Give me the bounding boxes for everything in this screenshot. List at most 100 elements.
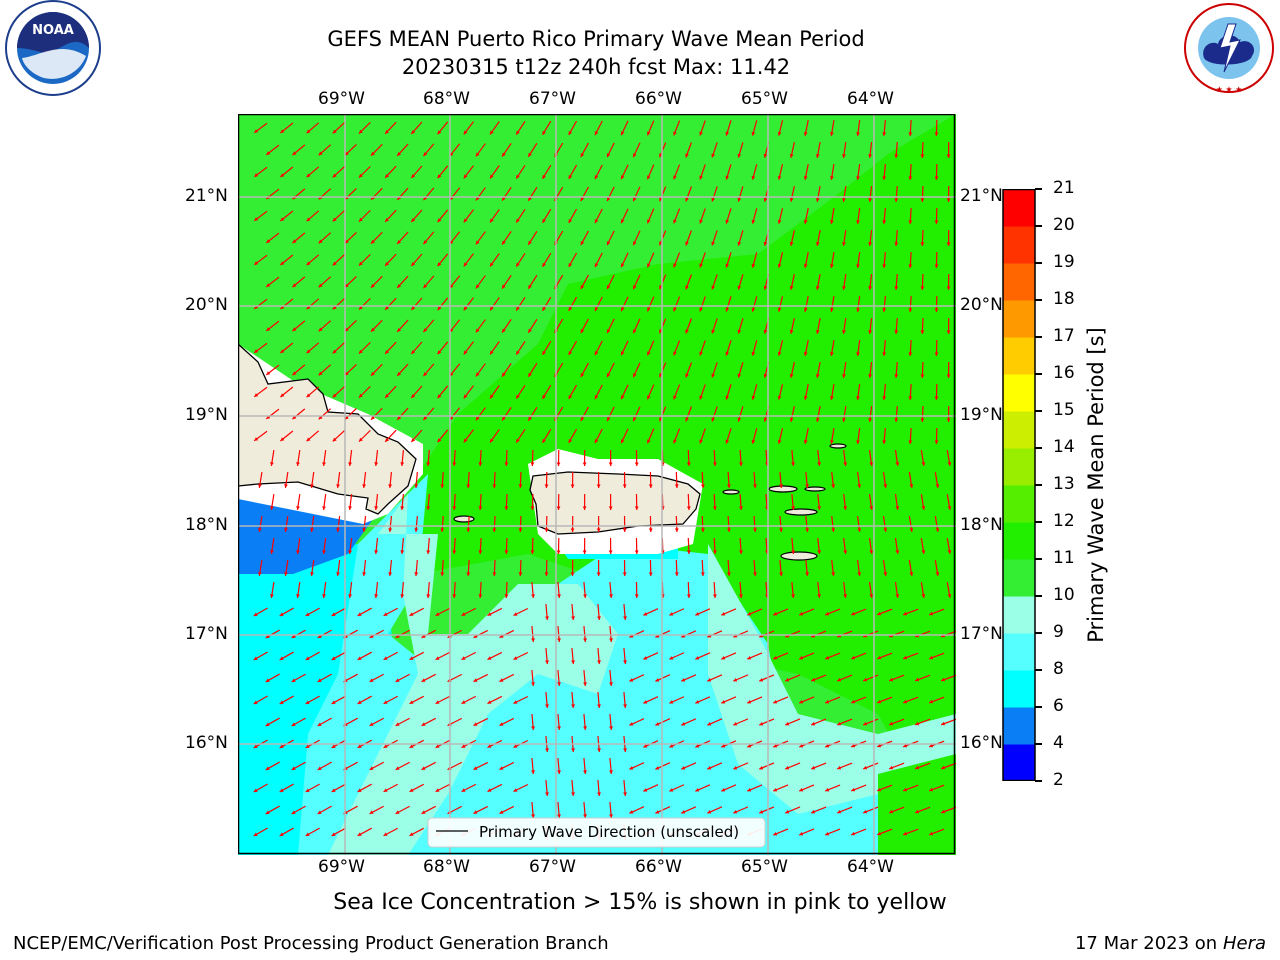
wave-arrow xyxy=(817,449,822,467)
wave-arrow xyxy=(882,295,887,313)
lon-label-bottom: 66°W xyxy=(635,857,682,877)
wave-arrow xyxy=(815,318,821,334)
wave-arrow xyxy=(751,120,758,136)
wave-arrow xyxy=(632,406,641,422)
wave-arrow xyxy=(422,231,435,245)
wave-arrow xyxy=(280,254,294,266)
wave-arrow xyxy=(856,163,861,181)
wave-arrow xyxy=(383,695,398,705)
wave-arrow xyxy=(777,164,784,180)
wave-arrow xyxy=(815,230,821,246)
wave-arrow xyxy=(582,449,587,467)
wave-arrow xyxy=(842,273,847,291)
wave-arrow xyxy=(344,144,357,156)
wave-arrow xyxy=(733,630,749,638)
wave-arrow xyxy=(836,762,853,770)
wave-arrow xyxy=(426,449,431,467)
wave-arrow xyxy=(253,298,268,310)
lon-label-top: 67°W xyxy=(529,89,576,109)
wave-arrow xyxy=(556,449,561,467)
wave-arrow xyxy=(357,827,372,837)
wave-arrow xyxy=(384,209,397,223)
wave-arrow xyxy=(492,559,497,577)
wave-arrow xyxy=(643,608,659,616)
wave-arrow xyxy=(850,608,867,616)
wave-arrow xyxy=(608,449,613,467)
lat-label-right: 19°N xyxy=(960,405,1003,425)
wave-arrow xyxy=(632,142,641,158)
wave-arrow xyxy=(556,537,561,555)
wave-arrow xyxy=(545,647,549,665)
wave-arrow xyxy=(265,232,280,244)
wave-arrow xyxy=(527,274,538,290)
wave-arrow xyxy=(452,537,457,555)
wave-arrow xyxy=(888,806,905,814)
wave-arrow xyxy=(798,784,815,792)
wave-arrow xyxy=(461,695,477,705)
wave-arrow xyxy=(634,493,639,511)
wave-arrow xyxy=(894,185,899,203)
wave-arrow xyxy=(501,407,512,421)
wave-arrow xyxy=(934,383,939,401)
wave-arrow xyxy=(597,691,601,709)
wave-arrow xyxy=(862,806,879,814)
wave-arrow xyxy=(568,428,578,444)
wave-arrow xyxy=(882,515,888,533)
wave-arrow xyxy=(544,515,549,533)
wave-arrow xyxy=(629,718,645,726)
wave-arrow xyxy=(894,361,899,379)
wave-arrow xyxy=(291,673,306,683)
wave-arrow xyxy=(400,581,405,599)
wave-arrow xyxy=(358,209,371,223)
wave-arrow xyxy=(583,625,587,643)
wave-arrow xyxy=(850,784,867,792)
wave-arrow xyxy=(518,471,523,489)
wave-arrow xyxy=(388,471,393,489)
wave-arrow xyxy=(669,652,685,660)
colorbar-tick-mark xyxy=(1035,595,1042,597)
wave-arrow xyxy=(331,827,346,837)
wave-arrow xyxy=(946,185,951,203)
wave-arrow xyxy=(868,185,873,203)
wave-arrow xyxy=(876,828,893,836)
wave-arrow xyxy=(568,384,578,400)
map-frame xyxy=(238,114,956,855)
wave-arrow xyxy=(306,122,320,134)
lat-label-right: 21°N xyxy=(960,186,1003,206)
wave-arrow xyxy=(557,581,561,599)
wave-arrow xyxy=(306,166,320,178)
wave-arrow xyxy=(791,493,795,511)
wave-arrow xyxy=(739,493,743,511)
wave-arrow xyxy=(789,142,795,158)
wave-arrow xyxy=(396,407,409,421)
wave-arrow xyxy=(646,428,655,444)
wave-arrow xyxy=(868,317,873,335)
wave-arrow xyxy=(777,120,784,136)
wave-arrow xyxy=(357,651,372,661)
wave-arrow xyxy=(824,696,841,704)
wave-arrow xyxy=(306,210,320,222)
wave-arrow xyxy=(527,318,538,334)
wave-arrow xyxy=(824,608,841,616)
wave-arrow xyxy=(332,430,345,442)
wave-arrow xyxy=(940,674,956,682)
wave-arrow xyxy=(292,320,306,332)
wave-arrow xyxy=(279,827,294,837)
wave-arrow xyxy=(934,163,939,181)
wave-arrow xyxy=(920,273,925,291)
wave-arrow xyxy=(609,713,613,731)
wave-arrow xyxy=(785,806,801,814)
colorbar xyxy=(1002,189,1036,781)
wave-arrow xyxy=(894,317,899,335)
wave-arrow xyxy=(331,783,346,793)
wave-arrow xyxy=(437,385,449,399)
wave-arrow xyxy=(868,141,873,159)
small-island xyxy=(453,515,475,523)
wave-arrow xyxy=(888,674,905,682)
lon-label-top: 64°W xyxy=(847,89,894,109)
small-island xyxy=(829,443,847,449)
colorbar-tick-mark xyxy=(1035,484,1042,486)
wave-arrow xyxy=(253,342,268,354)
wave-arrow xyxy=(842,141,847,159)
wave-arrow xyxy=(370,407,383,421)
